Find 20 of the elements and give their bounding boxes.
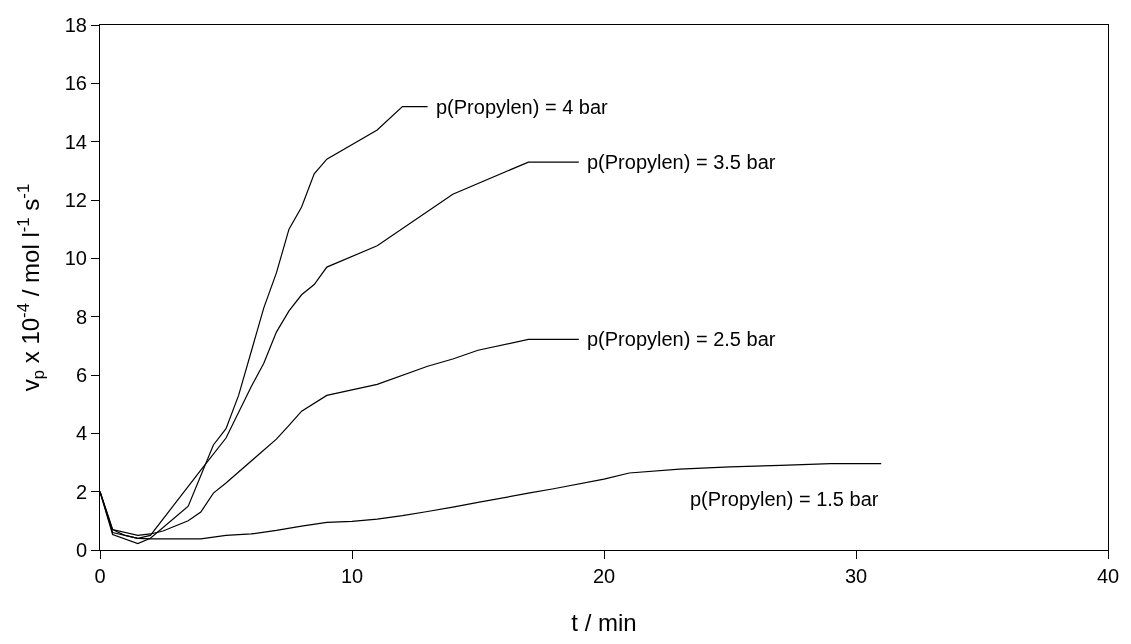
y-tick-label: 14 (64, 130, 87, 153)
y-tick-label: 2 (75, 480, 87, 503)
series-label: p(Propylen) = 3.5 bar (587, 151, 776, 173)
series-label: p(Propylen) = 4 bar (436, 96, 609, 118)
y-tick-label: 6 (75, 364, 87, 386)
x-tick-label: 30 (844, 565, 868, 587)
y-tick-label: 4 (75, 422, 87, 445)
y-tick-label: 8 (75, 305, 87, 328)
x-tick-label: 0 (94, 565, 106, 587)
y-tick-label: 0 (75, 539, 87, 561)
x-tick-label: 10 (340, 565, 364, 587)
y-tick-label: 16 (64, 72, 87, 95)
x-tick-label: 20 (592, 565, 616, 587)
y-tick-label: 18 (64, 14, 87, 36)
x-axis-title: t / min (571, 609, 637, 637)
x-tick-label: 40 (1096, 565, 1120, 587)
y-tick-label: 10 (64, 247, 87, 270)
series-label: p(Propylen) = 1.5 bar (690, 488, 879, 510)
y-tick-label: 12 (64, 189, 87, 211)
series-label: p(Propylen) = 2.5 bar (587, 328, 776, 350)
